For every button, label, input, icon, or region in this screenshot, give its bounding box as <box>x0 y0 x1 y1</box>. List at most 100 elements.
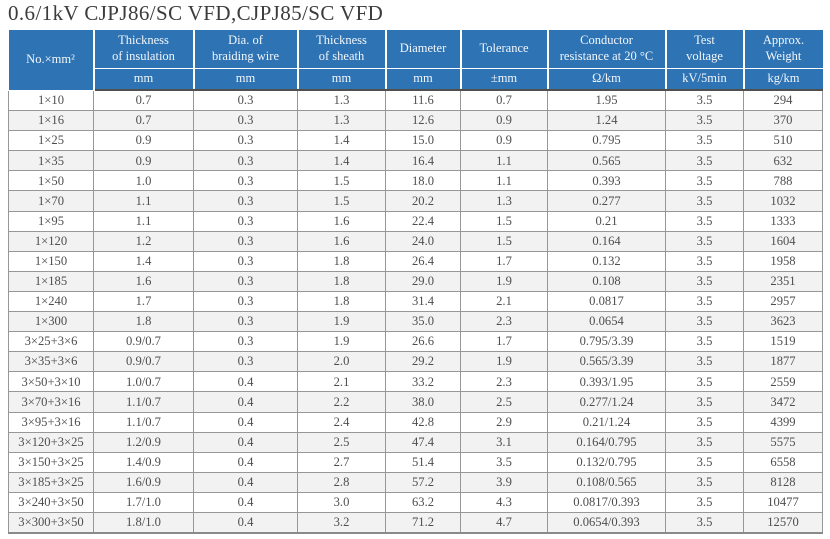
cell: 0.4 <box>193 371 298 393</box>
cell: 1.3 <box>297 89 386 112</box>
cell: 4.7 <box>460 511 548 535</box>
cell: 1604 <box>743 230 823 252</box>
cell: 0.3 <box>193 290 298 313</box>
cell: 3.5 <box>665 270 744 292</box>
cell: 0.3 <box>193 230 298 252</box>
cell: 1.5 <box>297 170 386 192</box>
row-label-cell: 3×70+3×16 <box>8 391 94 413</box>
cell: 1877 <box>743 351 823 373</box>
cell: 1.9 <box>460 270 548 292</box>
cell: 0.7 <box>460 89 548 112</box>
cell: 3.5 <box>665 110 744 132</box>
cell: 0.0654/0.393 <box>547 511 666 535</box>
table-row: 1×240 1.7 0.3 1.8 31.4 2.1 0.0817 3.5 2957 <box>8 290 823 313</box>
table-row: 1×185 1.6 0.3 1.8 29.0 1.9 0.108 3.5 2351 <box>8 270 823 292</box>
table-row: 3×50+3×10 1.0/0.7 0.4 2.1 33.2 2.3 0.393/1.95 3… <box>8 371 823 393</box>
cell: 47.4 <box>385 431 461 453</box>
row-label-cell: 3×95+3×16 <box>8 411 94 433</box>
cell: 1.4/0.9 <box>93 451 194 473</box>
table-row: 3×35+3×6 0.9/0.7 0.3 2.0 29.2 1.9 0.565/3.39 3.… <box>8 351 823 373</box>
table-header: No.×mm² Thickness of insulation Dia. of … <box>8 30 823 91</box>
cell: 1.6 <box>93 270 194 292</box>
row-label-cell: 1×70 <box>8 190 94 212</box>
cell: 1.1 <box>460 170 548 192</box>
cell: 22.4 <box>385 210 461 232</box>
cell: 3.5 <box>665 491 744 513</box>
table-row: 1×120 1.2 0.3 1.6 24.0 1.5 0.164 3.5 1604 <box>8 230 823 252</box>
cell: 0.3 <box>193 250 298 272</box>
column-header-insulation-thickness: Thickness of insulation <box>92 30 195 69</box>
cell: 4.3 <box>460 491 548 513</box>
cell: 3.2 <box>297 511 386 535</box>
cell: 71.2 <box>385 511 461 535</box>
cell: 1.6 <box>297 230 386 252</box>
cell: 5575 <box>743 431 823 453</box>
cell: 2.7 <box>297 451 386 473</box>
unit-conductor-resistance: Ω/km <box>546 68 667 91</box>
cell: 4399 <box>743 411 823 433</box>
cell: 2.0 <box>297 351 386 373</box>
row-label-cell: 3×240+3×50 <box>8 491 94 513</box>
table-row: 3×150+3×25 1.4/0.9 0.4 2.7 51.4 3.5 0.132/0.79… <box>8 451 823 473</box>
cell: 3.5 <box>665 431 744 453</box>
unit-tolerance: ±mm <box>459 68 549 91</box>
cell: 0.3 <box>193 89 298 112</box>
cell: 1.9 <box>297 311 386 333</box>
cell: 1333 <box>743 210 823 232</box>
column-header-approx-weight: Approx. Weight <box>742 30 823 69</box>
unit-approx-weight: kg/km <box>742 68 823 91</box>
cell: 12570 <box>743 511 823 535</box>
cell: 1.1 <box>93 190 194 212</box>
cell: 0.164 <box>547 230 666 252</box>
table-row: 1×35 0.9 0.3 1.4 16.4 1.1 0.565 3.5 632 <box>8 150 823 172</box>
cell: 1.4 <box>297 150 386 172</box>
cell: 1.7 <box>460 250 548 272</box>
cell: 2559 <box>743 371 823 393</box>
cell: 1.1/0.7 <box>93 411 194 433</box>
cell: 0.795 <box>547 130 666 152</box>
row-label-cell: 1×240 <box>8 290 94 313</box>
cell: 0.0654 <box>547 311 666 333</box>
row-label-cell: 1×10 <box>8 89 94 112</box>
cell: 3.5 <box>460 451 548 473</box>
table-row: 1×25 0.9 0.3 1.4 15.0 0.9 0.795 3.5 510 <box>8 130 823 152</box>
cell: 1.4 <box>93 250 194 272</box>
cell: 12.6 <box>385 110 461 132</box>
column-header-size: No.×mm² <box>8 30 95 91</box>
cell: 1.6/0.9 <box>93 471 194 493</box>
cell: 0.9 <box>93 150 194 172</box>
row-label-cell: 1×300 <box>8 311 94 333</box>
table-row: 1×50 1.0 0.3 1.5 18.0 1.1 0.393 3.5 788 <box>8 170 823 192</box>
table-row: 3×95+3×16 1.1/0.7 0.4 2.4 42.8 2.9 0.21/1.24 3.… <box>8 411 823 433</box>
cell: 0.3 <box>193 270 298 292</box>
row-label-cell: 3×185+3×25 <box>8 471 94 493</box>
cell: 3.5 <box>665 130 744 152</box>
table-row: 3×70+3×16 1.1/0.7 0.4 2.2 38.0 2.5 0.277/1.24 3… <box>8 391 823 413</box>
cell: 0.9 <box>93 130 194 152</box>
cell: 10477 <box>743 491 823 513</box>
cell: 1.24 <box>547 110 666 132</box>
cell: 1.8/1.0 <box>93 511 194 535</box>
row-label-cell: 3×35+3×6 <box>8 351 94 373</box>
table-row: 1×16 0.7 0.3 1.3 12.6 0.9 1.24 3.5 370 <box>8 110 823 132</box>
cell: 3.5 <box>665 391 744 413</box>
table-row: 1×95 1.1 0.3 1.6 22.4 1.5 0.21 3.5 1333 <box>8 210 823 232</box>
cell: 0.565/3.39 <box>547 351 666 373</box>
cell: 1.9 <box>460 351 548 373</box>
cell: 3.5 <box>665 290 744 313</box>
cell: 0.3 <box>193 331 298 353</box>
cell: 0.393 <box>547 170 666 192</box>
cell: 3.5 <box>665 210 744 232</box>
cell: 16.4 <box>385 150 461 172</box>
column-header-tolerance: Tolerance <box>459 30 549 69</box>
cell: 0.21 <box>547 210 666 232</box>
cell: 1519 <box>743 331 823 353</box>
row-label-cell: 3×120+3×25 <box>8 431 94 453</box>
row-label-cell: 1×150 <box>8 250 94 272</box>
cell: 3.5 <box>665 371 744 393</box>
cell: 2.3 <box>460 311 548 333</box>
cell: 1.5 <box>460 210 548 232</box>
cell: 18.0 <box>385 170 461 192</box>
table-row: 3×240+3×50 1.7/1.0 0.4 3.0 63.2 4.3 0.0817/0.3… <box>8 491 823 513</box>
